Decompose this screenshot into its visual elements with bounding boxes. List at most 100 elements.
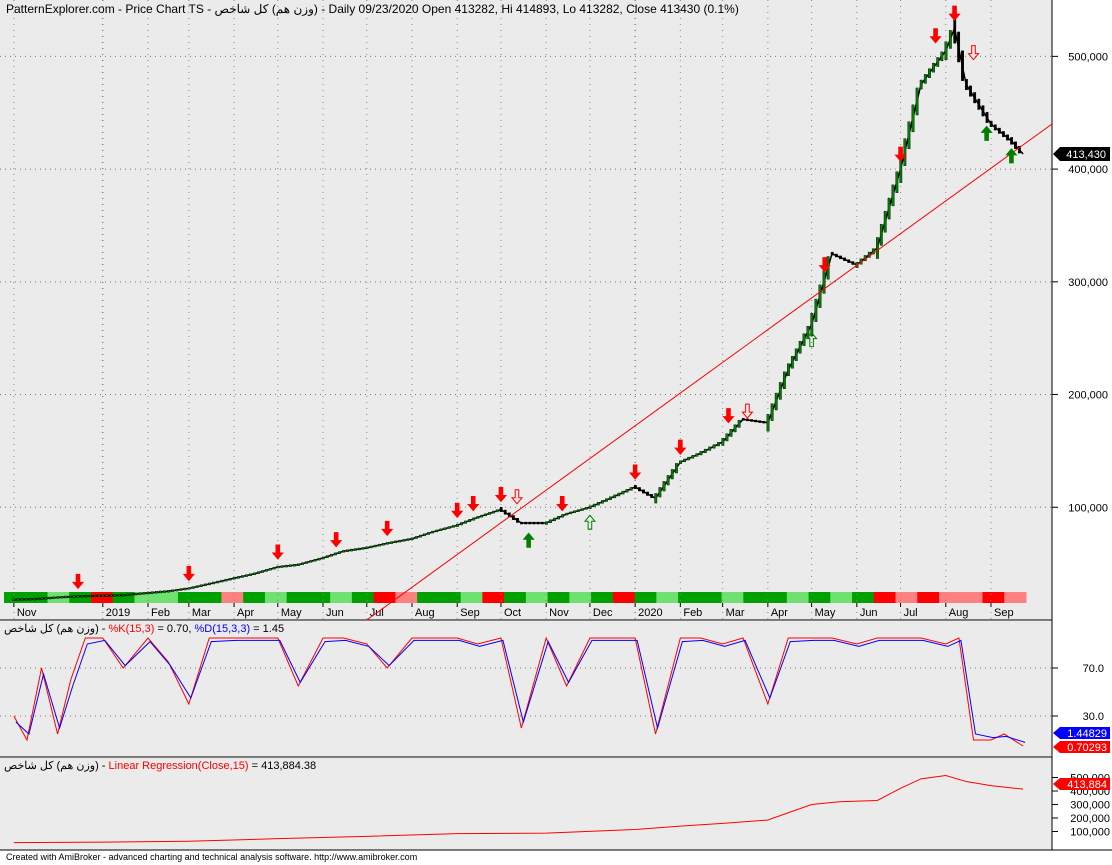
price-candle xyxy=(613,494,617,499)
stoch-d-label: %D(15,3,3) xyxy=(194,623,250,635)
price-candle xyxy=(476,516,480,519)
price-candle xyxy=(741,418,745,421)
price-candle xyxy=(919,79,923,90)
price-candle xyxy=(549,519,552,523)
price-candle xyxy=(309,560,313,563)
x-tick-label: Feb xyxy=(151,607,170,619)
price-candle xyxy=(52,596,56,599)
price-candle xyxy=(758,420,762,423)
price-candle xyxy=(232,577,236,580)
price-candle xyxy=(179,588,183,591)
ribbon-segment xyxy=(373,592,396,603)
ribbon-segment xyxy=(221,592,244,603)
price-candle xyxy=(703,448,707,453)
price-candle xyxy=(721,438,725,446)
x-tick-label: Mar xyxy=(726,607,745,619)
price-candle xyxy=(977,98,981,110)
price-candle xyxy=(20,598,24,601)
ribbon-segment xyxy=(69,592,92,603)
linreg-title: ‫(وزن هم) کل شاخص‬ - Linear Regression(C… xyxy=(4,760,316,772)
price-candle xyxy=(220,579,224,583)
price-candle xyxy=(654,493,658,504)
price-candle xyxy=(609,496,612,500)
price-candle xyxy=(895,171,899,193)
price-candle xyxy=(138,592,142,595)
price-candle xyxy=(175,588,179,592)
stochastic-pane xyxy=(0,621,1052,757)
sell-arrow-icon xyxy=(948,5,961,21)
price-candle xyxy=(101,594,105,597)
ribbon-segment xyxy=(438,592,462,603)
price-candle xyxy=(203,583,207,587)
ribbon-segment xyxy=(417,592,440,603)
sell-arrow-icon xyxy=(494,487,508,503)
price-candle xyxy=(973,92,977,104)
price-candle xyxy=(460,522,463,526)
chart-title: PatternExplorer.com - Price Chart TS - ‫… xyxy=(6,2,739,16)
price-candle xyxy=(770,403,774,421)
ribbon-segment xyxy=(525,592,549,603)
ribbon-segment xyxy=(656,592,679,603)
price-candle xyxy=(236,576,240,579)
price-series xyxy=(12,12,1024,601)
price-candle xyxy=(134,592,138,596)
price-candle xyxy=(171,589,175,592)
price-candle xyxy=(338,551,341,554)
ribbon-segment xyxy=(199,592,222,603)
x-tick-label: Sep xyxy=(460,607,480,619)
price-candle xyxy=(948,30,952,49)
price-candle xyxy=(887,197,891,220)
linreg-tick-label: 100,000 xyxy=(1070,827,1110,839)
linreg-last-value-box xyxy=(1053,778,1110,790)
price-candle xyxy=(782,371,786,390)
ribbon-segment xyxy=(699,592,723,603)
x-tick-label: Sep xyxy=(994,607,1014,619)
ribbon-segment xyxy=(90,592,114,603)
linreg-series-label: Linear Regression(Close,15) xyxy=(109,760,249,772)
price-candle xyxy=(794,348,798,361)
price-candle xyxy=(350,548,353,552)
price-candle xyxy=(903,138,907,166)
price-candle xyxy=(435,529,439,533)
price-candle xyxy=(472,517,476,521)
price-candle xyxy=(72,595,76,598)
price-candle xyxy=(357,547,361,551)
price-candle xyxy=(80,595,84,598)
price-candle xyxy=(923,74,927,84)
price-candle xyxy=(944,41,948,60)
stoch-tick-label: 70.0 xyxy=(1083,663,1104,675)
price-candle xyxy=(997,127,1001,134)
ribbon-segment xyxy=(547,592,570,603)
ribbon-segment xyxy=(960,592,984,603)
price-candle xyxy=(272,566,276,570)
price-candle xyxy=(264,569,268,572)
price-candle xyxy=(638,487,641,492)
price-candle xyxy=(329,554,333,557)
price-candle xyxy=(729,429,733,437)
price-candle xyxy=(451,525,455,528)
price-candle xyxy=(297,563,300,566)
price-candle xyxy=(891,184,895,207)
price-candle xyxy=(588,505,592,509)
ribbon-segment xyxy=(504,592,527,603)
price-candle xyxy=(195,585,199,588)
ribbon-segment xyxy=(830,592,853,603)
ribbon-segment xyxy=(25,592,48,603)
price-candle xyxy=(584,507,588,510)
price-candle xyxy=(981,105,985,117)
sell-arrow-icon xyxy=(451,502,464,519)
sell-arrow-icon xyxy=(467,496,480,512)
price-candle xyxy=(569,511,573,515)
price-candle xyxy=(130,593,134,596)
price-tick-label: 300,000 xyxy=(1068,277,1108,289)
price-candle xyxy=(385,542,389,545)
x-tick-label: Apr xyxy=(237,607,254,619)
price-candle xyxy=(512,515,515,521)
sell-arrow-icon xyxy=(894,146,907,162)
price-candle xyxy=(499,507,503,512)
price-y-axis: 100,000 200,000 300,000 400,000 500,000 xyxy=(1052,51,1108,514)
price-candle xyxy=(876,237,879,259)
price-candle xyxy=(261,570,264,573)
price-candle xyxy=(1010,137,1014,145)
